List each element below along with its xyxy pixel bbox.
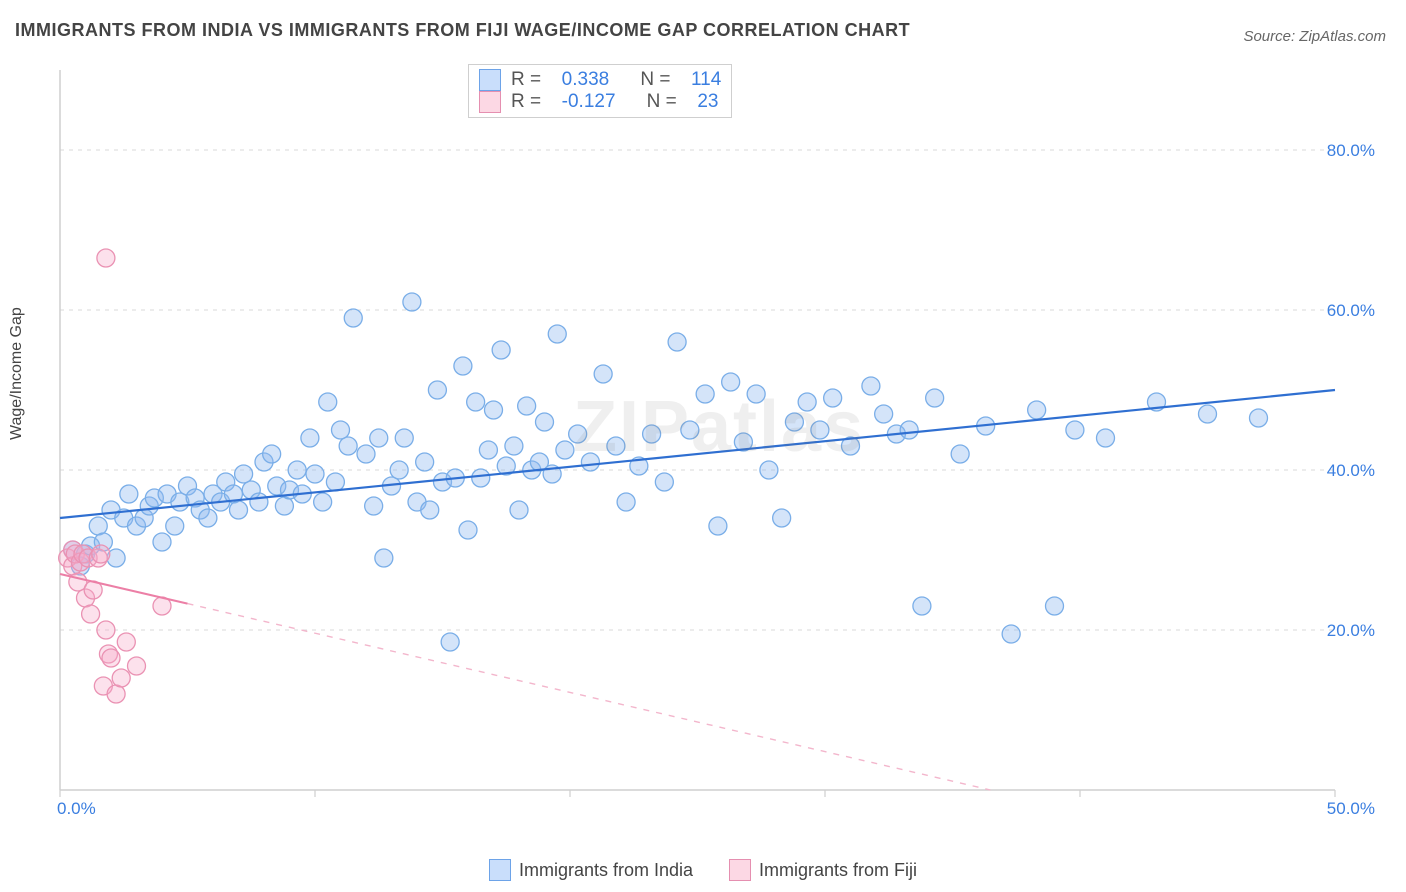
n-label: N = [626, 91, 688, 113]
r-label: R = [511, 91, 552, 113]
svg-text:50.0%: 50.0% [1327, 799, 1375, 818]
correlation-legend-row: R = -0.127 N = 23 [479, 91, 721, 113]
correlation-legend: R = 0.338 N = 114R = -0.127 N = 23 [468, 64, 732, 118]
svg-text:60.0%: 60.0% [1327, 301, 1375, 320]
correlation-legend-row: R = 0.338 N = 114 [479, 69, 721, 91]
legend-swatch [479, 69, 501, 91]
series-legend-item: Immigrants from Fiji [729, 859, 917, 881]
legend-swatch [489, 859, 511, 881]
n-value: 23 [697, 91, 718, 113]
legend-swatch [479, 91, 501, 113]
chart-title: IMMIGRANTS FROM INDIA VS IMMIGRANTS FROM… [15, 20, 910, 41]
r-label: R = [511, 69, 552, 91]
n-value: 114 [691, 69, 721, 91]
y-axis-label: Wage/Income Gap [8, 307, 26, 440]
svg-text:0.0%: 0.0% [57, 799, 96, 818]
svg-text:20.0%: 20.0% [1327, 621, 1375, 640]
series-legend: Immigrants from India Immigrants from Fij… [0, 859, 1406, 886]
legend-swatch [729, 859, 751, 881]
n-label: N = [619, 69, 681, 91]
scatter-plot: 20.0% 40.0% 60.0% 80.0% 0.0% 50.0% [50, 60, 1380, 820]
svg-text:80.0%: 80.0% [1327, 141, 1375, 160]
r-value: -0.127 [562, 91, 616, 113]
series-legend-item: Immigrants from India [489, 859, 693, 881]
series-legend-label: Immigrants from India [519, 860, 693, 881]
source-attribution: Source: ZipAtlas.com [1243, 28, 1386, 45]
series-legend-label: Immigrants from Fiji [759, 860, 917, 881]
svg-text:40.0%: 40.0% [1327, 461, 1375, 480]
r-value: 0.338 [562, 69, 610, 91]
